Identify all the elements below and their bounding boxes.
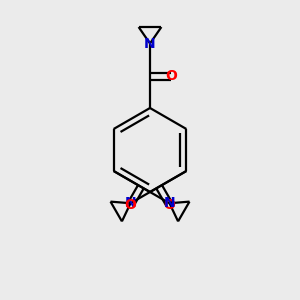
Text: N: N: [144, 37, 156, 50]
Text: O: O: [164, 198, 176, 212]
Text: N: N: [125, 196, 136, 210]
Text: O: O: [165, 70, 177, 83]
Text: N: N: [164, 196, 175, 210]
Text: O: O: [124, 198, 136, 212]
